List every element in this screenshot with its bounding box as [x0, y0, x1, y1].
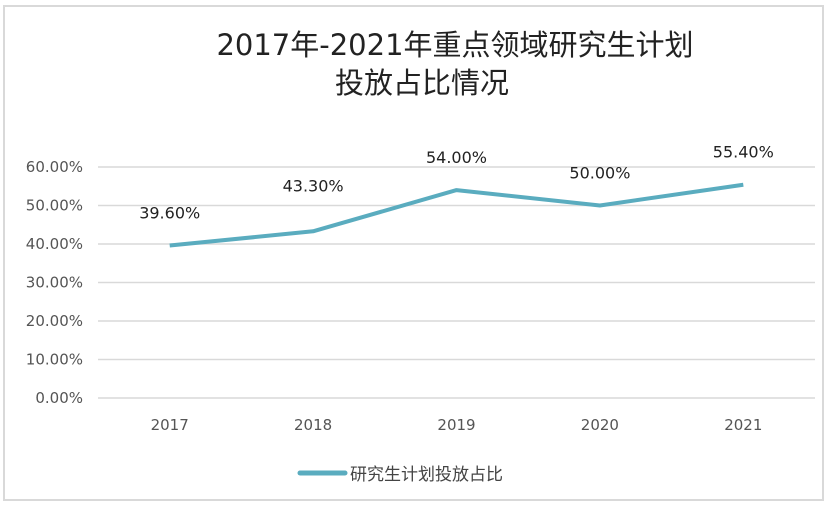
x-tick-label: 2017 [151, 416, 189, 434]
x-tick-label: 2018 [294, 416, 332, 434]
chart-title-line-1: 2017年-2021年重点领域研究生计划 [216, 28, 693, 62]
legend-label: 研究生计划投放占比 [350, 465, 503, 485]
y-tick-label: 60.00% [26, 158, 83, 176]
x-tick-label: 2021 [724, 416, 762, 434]
chart-title-line-2: 投放占比情况 [335, 66, 509, 100]
data-label: 50.00% [569, 164, 630, 183]
data-label: 55.40% [713, 143, 774, 162]
data-label: 54.00% [426, 148, 487, 167]
x-tick-label: 2019 [437, 416, 475, 434]
chart-frame [3, 5, 824, 501]
series-line [169, 182, 744, 248]
y-tick-label: 40.00% [26, 235, 83, 253]
y-tick-label: 50.00% [26, 197, 83, 215]
data-label: 43.30% [283, 176, 344, 195]
y-tick-label: 10.00% [26, 351, 83, 369]
x-tick-label: 2020 [581, 416, 619, 434]
y-tick-label: 30.00% [26, 274, 83, 292]
data-label: 39.60% [139, 204, 200, 223]
y-tick-label: 0.00% [35, 389, 83, 407]
y-tick-label: 20.00% [26, 312, 83, 330]
